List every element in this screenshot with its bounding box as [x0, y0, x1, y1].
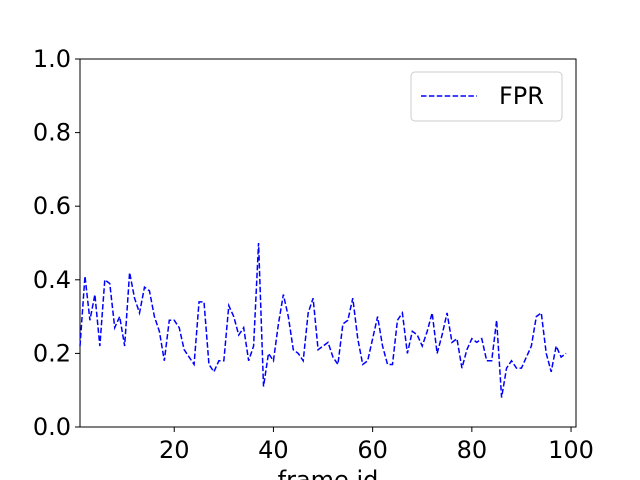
y-tick-label: 0.0 — [33, 413, 71, 441]
y-tick-label: 0.4 — [33, 266, 71, 294]
x-tick-label: 40 — [258, 436, 289, 464]
x-axis-label: frame id — [278, 466, 379, 480]
y-tick-label: 1.0 — [33, 45, 71, 73]
legend-box — [410, 71, 563, 122]
plot-frame — [79, 58, 577, 428]
x-tick-label: 80 — [457, 436, 488, 464]
data-line — [79, 242, 567, 398]
x-tick-label: 60 — [357, 436, 388, 464]
y-tick-label: 0.8 — [33, 119, 71, 147]
y-tick-label: 0.6 — [33, 192, 71, 220]
x-tick-label: 100 — [548, 436, 594, 464]
legend-label: FPR — [499, 82, 544, 110]
y-tick-label: 0.2 — [33, 339, 71, 367]
x-tick-label: 20 — [159, 436, 190, 464]
